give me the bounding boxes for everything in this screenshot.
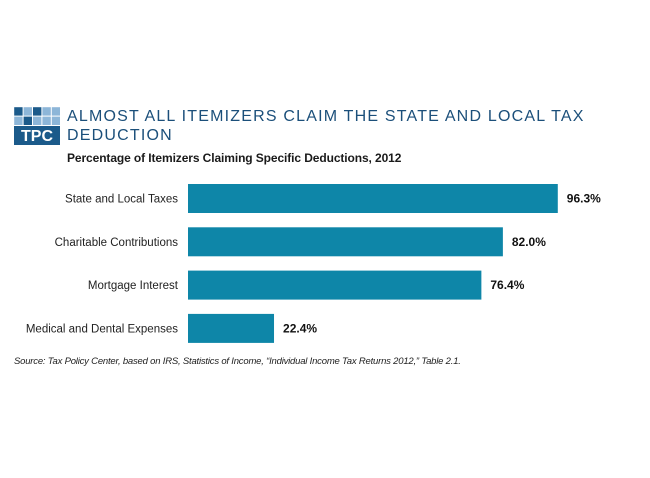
category-label: Mortgage Interest — [88, 280, 179, 292]
logo-square — [14, 116, 23, 125]
logo-square — [51, 107, 60, 116]
logo-square — [23, 107, 32, 116]
logo-square — [42, 116, 51, 125]
value-label: 96.3% — [567, 192, 601, 206]
value-label: 76.4% — [490, 278, 524, 292]
chart-subtitle: Percentage of Itemizers Claiming Specifi… — [67, 151, 402, 165]
bar — [188, 184, 558, 213]
logo-square — [23, 116, 32, 125]
chart-title: ALMOST ALL ITEMIZERS CLAIM THE STATE AND… — [67, 108, 585, 144]
logo-square — [51, 116, 60, 125]
tpc-logo-text: TPC — [21, 128, 53, 145]
category-label: State and Local Taxes — [65, 194, 178, 206]
bar — [188, 313, 275, 343]
logo-square — [33, 107, 42, 116]
source-note: Source: Tax Policy Center, based on IRS,… — [14, 356, 461, 367]
tpc-logo: TPC — [14, 107, 60, 145]
value-label: 82.0% — [512, 235, 546, 249]
bar-chart: State and Local Taxes 96.3% Charitable Con… — [26, 184, 601, 343]
logo-square — [14, 107, 23, 116]
category-label: Medical and Dental Expenses — [26, 323, 178, 335]
bar — [188, 270, 482, 300]
logo-square — [42, 107, 51, 116]
logo-square — [33, 116, 42, 125]
bar — [188, 227, 503, 257]
category-label: Charitable Contributions — [55, 237, 179, 249]
value-label: 22.4% — [283, 321, 317, 335]
